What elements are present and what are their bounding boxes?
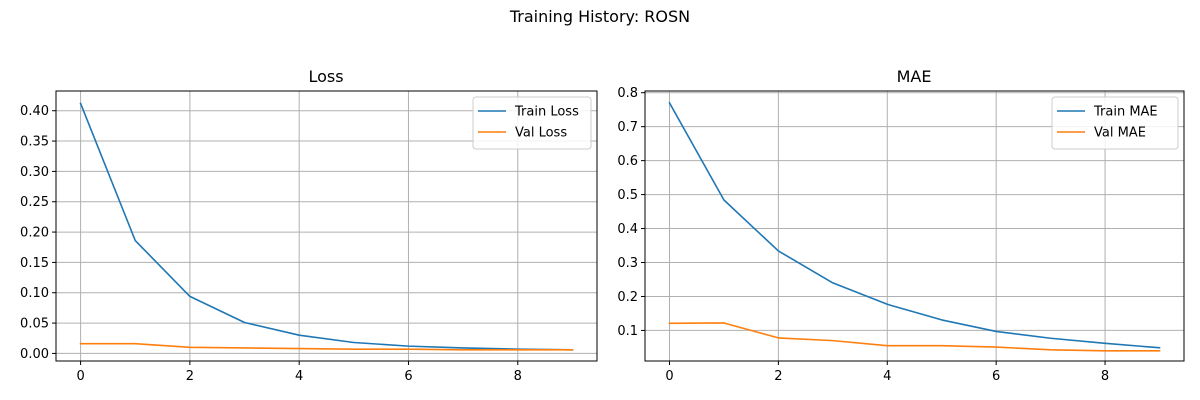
figure-title: Training History: ROSN xyxy=(509,7,690,26)
mae-ytick-label-6: 0.7 xyxy=(617,120,638,135)
mae-series xyxy=(668,101,1161,352)
mae-xtick-label-1: 2 xyxy=(774,369,782,384)
mae-legend-box xyxy=(1051,96,1179,150)
mae-ytick-label-2: 0.3 xyxy=(617,256,638,271)
loss-legend-label-1: Val Loss xyxy=(515,126,567,141)
mae-panel: MAE 0 2 4 6 8 0.1 0.2 0.3 0.4 0.5 0.6 0.7 0.8 Train … xyxy=(617,67,1185,384)
mae-series-line-1 xyxy=(668,322,1161,352)
loss-ytick-label-3: 0.15 xyxy=(20,256,49,271)
mae-grid xyxy=(645,91,1184,361)
loss-series xyxy=(79,102,574,351)
loss-ytick-label-6: 0.30 xyxy=(20,165,49,180)
loss-panel: Loss 0 2 4 6 8 0.00 0.05 0.10 0.15 0.20 0.25 0.30 0.… xyxy=(20,67,598,384)
loss-ytick-label-0: 0.00 xyxy=(20,347,49,362)
mae-legend-label-1: Val MAE xyxy=(1094,126,1146,141)
loss-legend-label-0: Train Loss xyxy=(514,105,579,120)
loss-ytick-label-2: 0.10 xyxy=(20,286,49,301)
loss-xtick-label-3: 6 xyxy=(404,369,412,384)
loss-chart-title: Loss xyxy=(308,67,343,86)
mae-xtick-label-4: 8 xyxy=(1101,369,1109,384)
mae-ytick-label-7: 0.8 xyxy=(617,86,638,101)
loss-xtick-label-2: 4 xyxy=(295,369,303,384)
mae-xtick-label-3: 6 xyxy=(992,369,1000,384)
loss-legend-box xyxy=(472,96,592,150)
loss-ytick-label-8: 0.40 xyxy=(20,104,49,119)
loss-ytick-label-5: 0.25 xyxy=(20,195,49,210)
mae-ticks: 0 2 4 6 8 0.1 0.2 0.3 0.4 0.5 0.6 0.7 0.8 xyxy=(617,86,1109,384)
mae-ytick-label-4: 0.5 xyxy=(617,188,638,203)
loss-xtick-label-1: 2 xyxy=(186,369,194,384)
mae-xtick-label-2: 4 xyxy=(883,369,891,384)
mae-ytick-label-1: 0.2 xyxy=(617,290,638,305)
mae-xtick-label-0: 0 xyxy=(665,369,673,384)
loss-axes-frame xyxy=(55,90,598,362)
mae-legend: Train MAE Val MAE xyxy=(1051,96,1179,150)
mae-ytick-label-0: 0.1 xyxy=(617,324,638,339)
mae-axes-frame xyxy=(644,90,1185,362)
mae-ytick-label-5: 0.6 xyxy=(617,154,638,169)
loss-ytick-label-7: 0.35 xyxy=(20,135,49,150)
loss-ticks: 0 2 4 6 8 0.00 0.05 0.10 0.15 0.20 0.25 0.30 0.35 0.4… xyxy=(20,104,522,384)
loss-ytick-label-4: 0.20 xyxy=(20,226,49,241)
loss-series-line-0 xyxy=(79,102,574,351)
mae-chart-title: MAE xyxy=(897,67,932,86)
loss-xtick-label-4: 8 xyxy=(514,369,522,384)
loss-legend: Train Loss Val Loss xyxy=(472,96,592,150)
loss-ytick-label-1: 0.05 xyxy=(20,317,49,332)
loss-xtick-label-0: 0 xyxy=(76,369,84,384)
mae-legend-label-0: Train MAE xyxy=(1093,105,1158,120)
mae-series-line-0 xyxy=(668,101,1161,349)
mae-ytick-label-3: 0.4 xyxy=(617,222,638,237)
loss-series-line-1 xyxy=(79,342,574,351)
